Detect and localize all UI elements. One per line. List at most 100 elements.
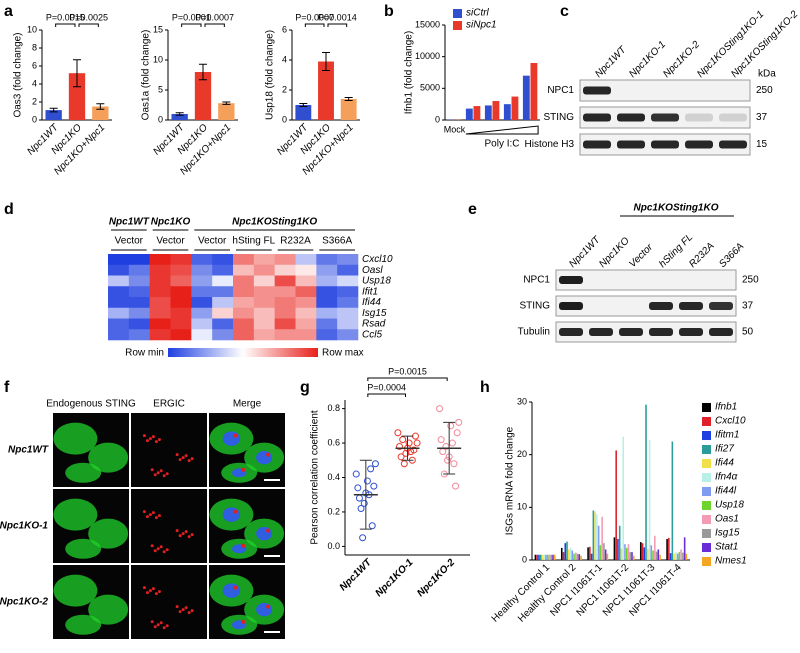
legend-swatch bbox=[702, 515, 711, 524]
puncta bbox=[165, 472, 169, 476]
bar bbox=[318, 61, 334, 120]
bar bbox=[618, 525, 621, 560]
x-tick-label: Npc1KO-1 bbox=[374, 557, 416, 599]
group-label: Npc1KOSting1KO bbox=[232, 217, 317, 228]
heatmap-cell bbox=[274, 286, 296, 298]
y-tick-label: 6 bbox=[32, 60, 37, 70]
dose-wedge bbox=[465, 125, 539, 135]
y-tick-label: 5 bbox=[158, 84, 163, 94]
heatmap-cell bbox=[128, 297, 150, 309]
puncta bbox=[165, 624, 169, 628]
puncta bbox=[148, 513, 152, 517]
bar bbox=[45, 110, 62, 120]
heatmap-cell bbox=[212, 264, 234, 276]
ergic bbox=[241, 619, 246, 624]
puncta bbox=[145, 439, 149, 443]
bar bbox=[589, 546, 591, 560]
y-tick-label: 10 bbox=[27, 24, 37, 34]
data-point bbox=[399, 436, 407, 444]
bar bbox=[673, 553, 675, 560]
heatmap-cell bbox=[170, 329, 192, 341]
legend-label: Isg15 bbox=[715, 528, 740, 539]
p-value: P=0.0015 bbox=[388, 366, 427, 376]
bar bbox=[652, 550, 654, 560]
heatmap-cell bbox=[212, 297, 234, 309]
column-label: Endogenous STING bbox=[46, 399, 136, 410]
data-point bbox=[400, 460, 408, 468]
heatmap-cell bbox=[295, 264, 317, 276]
data-point bbox=[455, 418, 463, 426]
bar bbox=[567, 549, 570, 560]
cell bbox=[65, 538, 102, 559]
bar bbox=[685, 553, 688, 560]
heatmap-cell bbox=[149, 329, 171, 341]
legend-swatch bbox=[702, 445, 711, 454]
bar bbox=[643, 547, 646, 560]
y-tick-label: 0 bbox=[282, 114, 287, 124]
puncta bbox=[145, 591, 149, 595]
puncta bbox=[178, 610, 182, 614]
bar bbox=[536, 554, 538, 560]
column-label: S366A bbox=[322, 236, 352, 247]
bar bbox=[625, 547, 628, 560]
panel-label: c bbox=[560, 3, 569, 20]
p-value: P=0.0001 bbox=[172, 12, 211, 22]
heatmap-cell bbox=[233, 307, 255, 319]
puncta bbox=[151, 587, 155, 591]
legend-label: siNpc1 bbox=[466, 20, 497, 31]
heatmap-cell bbox=[191, 297, 213, 309]
color-scale bbox=[168, 348, 318, 357]
band-label: STING bbox=[543, 112, 574, 123]
scale-max: Row max bbox=[322, 348, 364, 359]
heatmap-cell bbox=[170, 254, 192, 266]
bar bbox=[68, 73, 86, 120]
legend-swatch bbox=[702, 487, 711, 496]
band bbox=[649, 328, 673, 336]
legend-swatch bbox=[702, 403, 711, 412]
heatmap-cell bbox=[191, 307, 213, 319]
legend-label: Nmes1 bbox=[715, 556, 747, 567]
puncta bbox=[148, 437, 152, 441]
heatmap-cell bbox=[108, 254, 130, 266]
bar bbox=[632, 555, 635, 560]
bar bbox=[624, 544, 626, 560]
y-tick-label: 30 bbox=[517, 396, 527, 406]
heatmap-cell bbox=[233, 297, 255, 309]
puncta bbox=[181, 532, 185, 536]
bracket bbox=[304, 23, 325, 27]
panel-label: d bbox=[4, 201, 14, 218]
bar bbox=[646, 548, 649, 560]
bar bbox=[546, 554, 549, 560]
bar bbox=[666, 538, 668, 560]
data-point bbox=[396, 443, 403, 450]
bar bbox=[566, 541, 568, 560]
annotation: Poly I:C bbox=[484, 139, 519, 150]
puncta bbox=[142, 586, 146, 590]
legend-label: Ifitm1 bbox=[715, 430, 739, 441]
puncta bbox=[142, 510, 146, 514]
puncta bbox=[190, 457, 194, 461]
data-point bbox=[452, 482, 460, 490]
heatmap-cell bbox=[212, 254, 234, 266]
panel-label: f bbox=[4, 379, 10, 396]
y-tick-label: 10 bbox=[517, 502, 527, 512]
y-tick-label: 0.0 bbox=[327, 541, 340, 551]
row-label: Npc1KO-2 bbox=[0, 597, 48, 608]
bar bbox=[571, 550, 574, 560]
heatmap-cell bbox=[128, 286, 150, 298]
bar bbox=[545, 554, 547, 560]
bar bbox=[541, 554, 544, 560]
bar bbox=[530, 63, 538, 120]
heatmap-cell bbox=[233, 318, 255, 330]
heatmap-cell bbox=[274, 275, 296, 287]
bracket bbox=[181, 23, 202, 27]
heatmap-cell bbox=[170, 264, 192, 276]
bar bbox=[560, 547, 563, 560]
heatmap-cell bbox=[233, 275, 255, 287]
ergic bbox=[266, 452, 271, 457]
p-value: P=0.0014 bbox=[318, 12, 357, 22]
data-point bbox=[363, 477, 371, 485]
puncta bbox=[157, 514, 161, 518]
band bbox=[559, 328, 583, 336]
nucleus bbox=[256, 526, 273, 541]
